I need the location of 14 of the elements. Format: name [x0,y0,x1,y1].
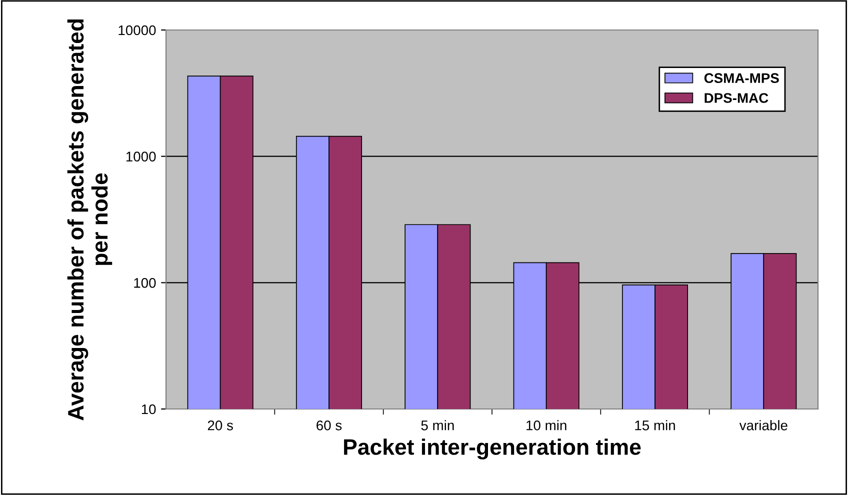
legend-label: CSMA-MPS [704,73,779,84]
x-tick-label: 15 min [635,420,675,430]
x-tick-label: variable [739,420,788,430]
y-tick-label: 10 [142,404,156,414]
x-tick-label: 10 min [526,420,566,430]
y-axis-title: Average number of packets generated per node [67,19,112,420]
y-tick-label: 1000 [126,152,156,162]
x-tick-label: 20 s [208,420,233,430]
x-tick-label: 60 s [316,420,342,430]
x-tick-label: 5 min [421,420,454,430]
x-axis-title: Packet inter-generation time [344,438,641,460]
y-tick-label: 100 [134,278,156,288]
legend-label: DPS-MAC [704,93,768,103]
y-tick-label: 10000 [118,25,156,36]
